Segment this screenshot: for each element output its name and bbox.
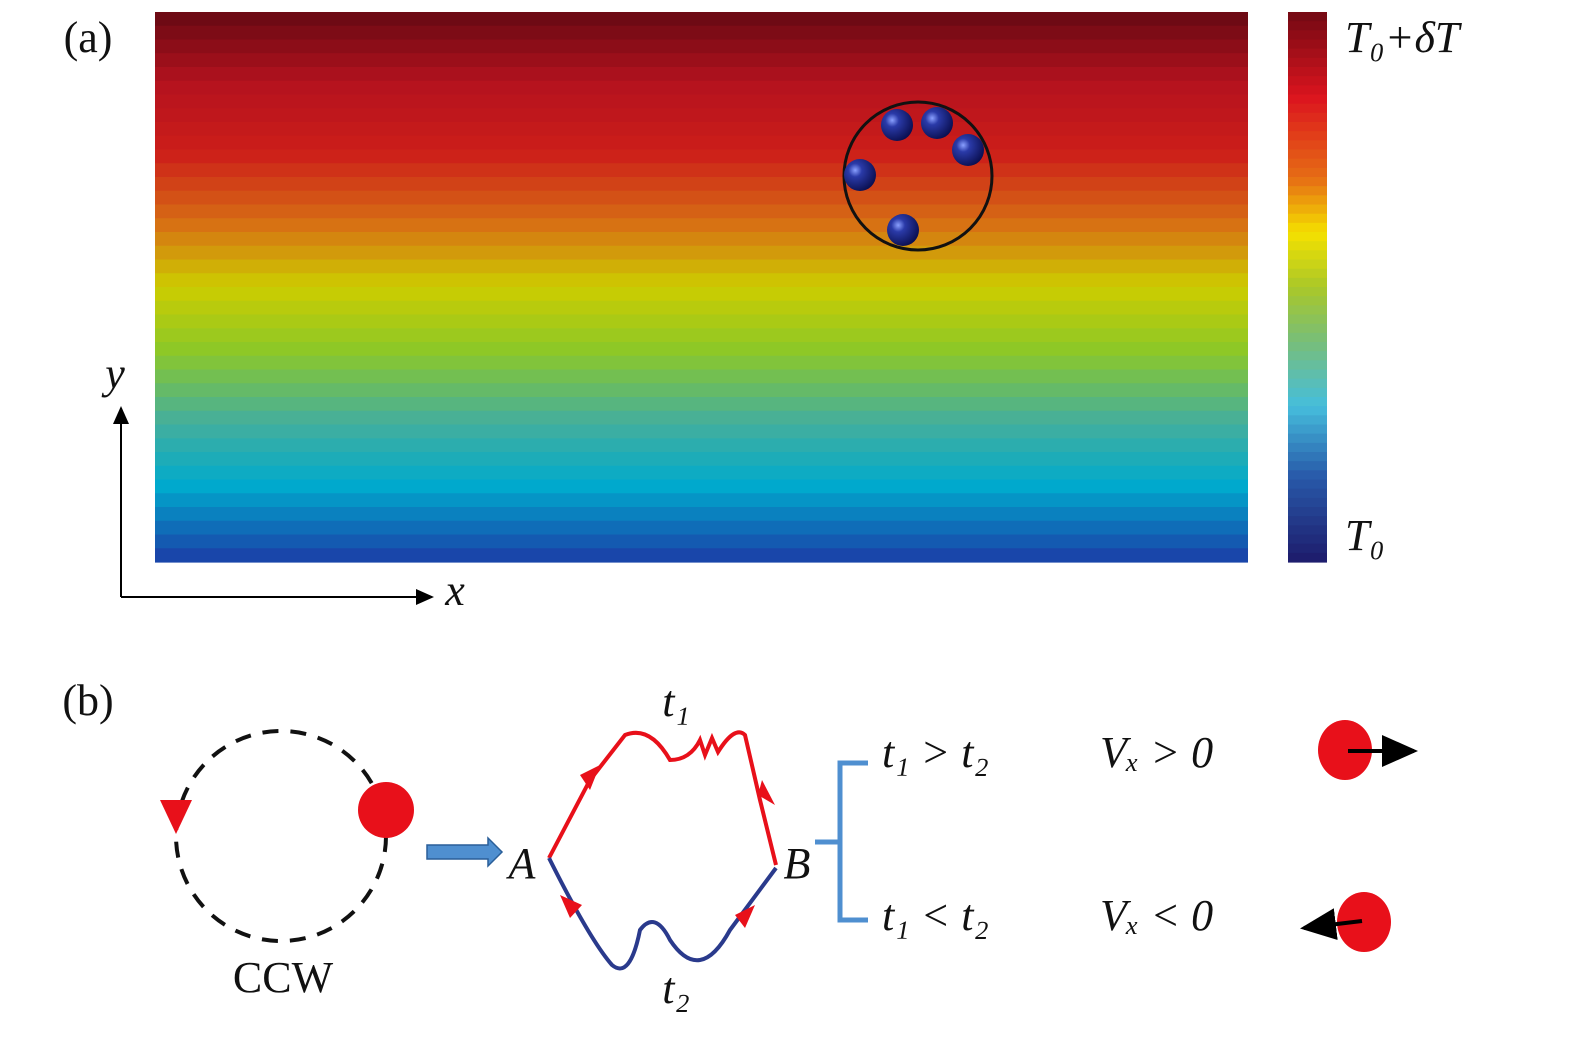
condition: t₁ > t₂ [882, 728, 989, 777]
direction-arrow [160, 800, 192, 834]
condition: t₁ < t₂ [882, 891, 989, 940]
ccw-orbit [174, 729, 388, 943]
particle [358, 782, 414, 838]
time-label: t₁ [662, 677, 690, 726]
time-label: t₂ [662, 964, 690, 1013]
particle [1318, 720, 1372, 780]
bracket [815, 760, 868, 923]
panel-label: (b) [62, 676, 113, 725]
top-path [547, 730, 778, 866]
point-label: A [506, 839, 537, 888]
panel-label: (a) [64, 13, 113, 62]
flow-arrow [426, 836, 504, 868]
orbit [842, 100, 994, 252]
orbit-label: CCW [233, 953, 334, 1002]
y-axis-label: y [101, 349, 125, 398]
velocity-arrow [1300, 908, 1363, 941]
result: Vₓ > 0 [1100, 728, 1213, 777]
x-axis-label: x [444, 566, 465, 615]
colorbar-max: T₀+δT [1345, 13, 1463, 62]
path-arrows [560, 765, 775, 928]
colorbar-min: T₀ [1345, 511, 1385, 560]
particle [1337, 892, 1391, 952]
bottom-path [547, 857, 778, 971]
particles [844, 107, 984, 246]
point-label: B [784, 839, 811, 888]
temperature-field [155, 12, 1248, 563]
colorbar [1288, 12, 1327, 563]
result: Vₓ < 0 [1100, 891, 1213, 940]
